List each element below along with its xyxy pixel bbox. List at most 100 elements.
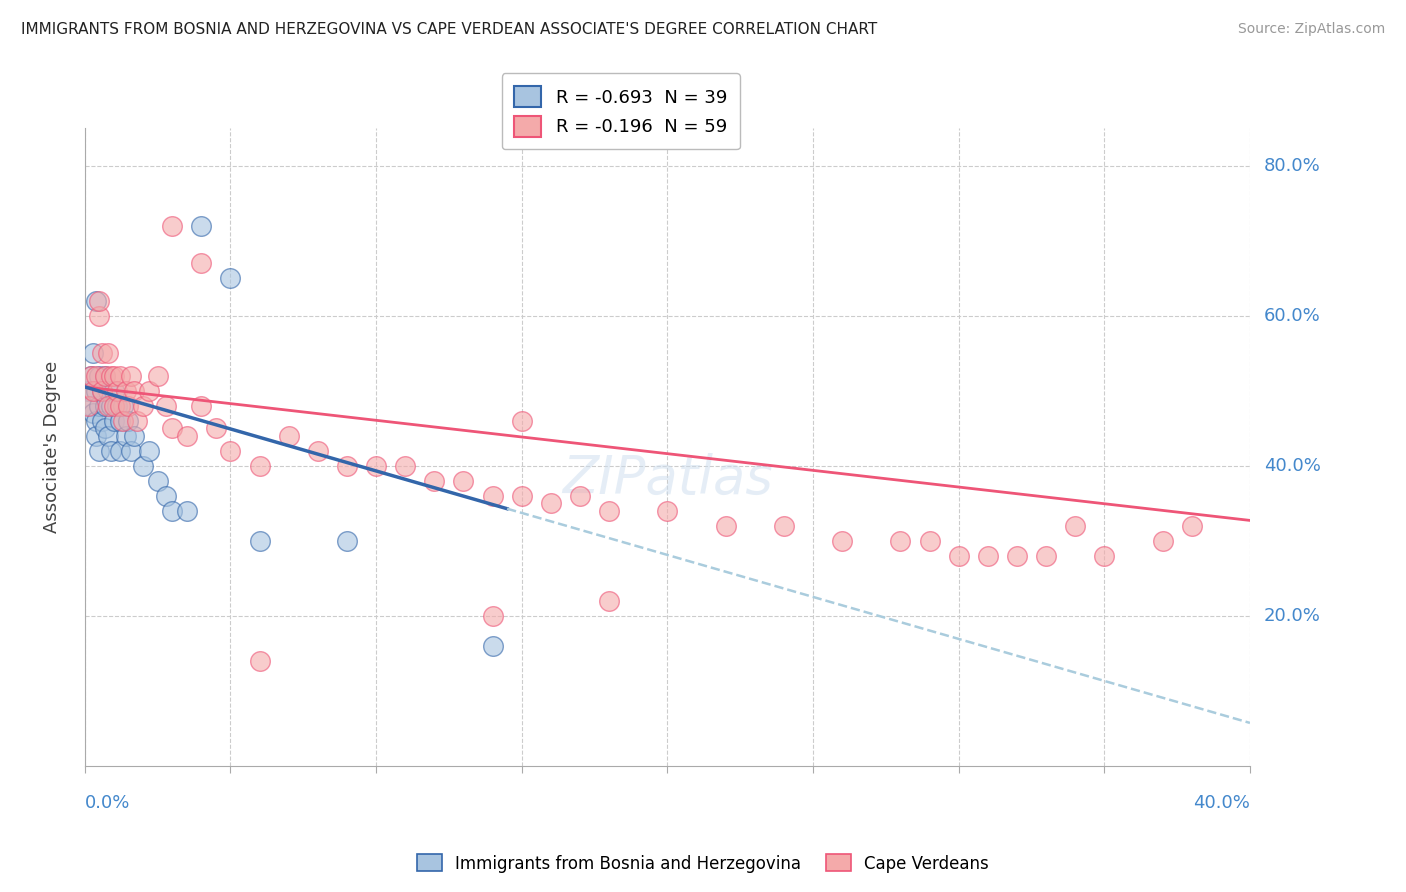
Text: 0.0%: 0.0%	[84, 795, 131, 813]
Point	[94, 421, 117, 435]
Point	[86, 368, 108, 383]
Point	[89, 293, 111, 308]
Text: 40.0%: 40.0%	[1194, 795, 1250, 813]
Point	[94, 399, 117, 413]
Point	[1035, 549, 1057, 563]
Text: IMMIGRANTS FROM BOSNIA AND HERZEGOVINA VS CAPE VERDEAN ASSOCIATE'S DEGREE CORREL: IMMIGRANTS FROM BOSNIA AND HERZEGOVINA V…	[21, 22, 877, 37]
Point	[598, 593, 620, 607]
Point	[91, 384, 114, 398]
Point	[132, 399, 155, 413]
Point	[190, 219, 212, 233]
Point	[103, 368, 125, 383]
Point	[138, 384, 160, 398]
Point	[249, 458, 271, 473]
Point	[1181, 518, 1204, 533]
Point	[146, 474, 169, 488]
Text: Source: ZipAtlas.com: Source: ZipAtlas.com	[1237, 22, 1385, 37]
Point	[336, 533, 359, 548]
Point	[117, 414, 139, 428]
Legend: Immigrants from Bosnia and Herzegovina, Cape Verdeans: Immigrants from Bosnia and Herzegovina, …	[411, 847, 995, 880]
Point	[114, 428, 136, 442]
Point	[100, 368, 122, 383]
Y-axis label: Associate's Degree: Associate's Degree	[44, 360, 60, 533]
Point	[423, 474, 446, 488]
Text: 40.0%: 40.0%	[1264, 457, 1320, 475]
Point	[97, 399, 120, 413]
Point	[249, 533, 271, 548]
Point	[138, 443, 160, 458]
Point	[79, 368, 101, 383]
Point	[146, 368, 169, 383]
Point	[91, 384, 114, 398]
Point	[160, 503, 183, 517]
Point	[89, 443, 111, 458]
Point	[1005, 549, 1028, 563]
Point	[82, 406, 104, 420]
Point	[307, 443, 329, 458]
Point	[120, 443, 142, 458]
Point	[190, 399, 212, 413]
Text: 20.0%: 20.0%	[1264, 607, 1320, 624]
Point	[510, 489, 533, 503]
Point	[76, 399, 98, 413]
Point	[1092, 549, 1115, 563]
Point	[219, 443, 242, 458]
Point	[598, 503, 620, 517]
Point	[453, 474, 475, 488]
Point	[105, 384, 128, 398]
Point	[364, 458, 387, 473]
Legend: R = -0.693  N = 39, R = -0.196  N = 59: R = -0.693 N = 39, R = -0.196 N = 59	[502, 73, 740, 150]
Point	[103, 399, 125, 413]
Point	[117, 399, 139, 413]
Text: 60.0%: 60.0%	[1264, 307, 1320, 325]
Point	[831, 533, 853, 548]
Point	[657, 503, 679, 517]
Point	[108, 368, 131, 383]
Point	[132, 458, 155, 473]
Point	[105, 399, 128, 413]
Point	[82, 346, 104, 360]
Point	[111, 399, 134, 413]
Point	[120, 368, 142, 383]
Point	[79, 399, 101, 413]
Point	[114, 384, 136, 398]
Point	[481, 489, 503, 503]
Point	[86, 414, 108, 428]
Point	[1064, 518, 1087, 533]
Point	[79, 368, 101, 383]
Point	[100, 443, 122, 458]
Point	[86, 384, 108, 398]
Point	[100, 399, 122, 413]
Point	[394, 458, 416, 473]
Point	[91, 346, 114, 360]
Point	[948, 549, 970, 563]
Point	[481, 608, 503, 623]
Point	[94, 368, 117, 383]
Point	[1152, 533, 1174, 548]
Point	[103, 414, 125, 428]
Point	[94, 368, 117, 383]
Point	[122, 428, 145, 442]
Point	[108, 443, 131, 458]
Point	[97, 428, 120, 442]
Point	[481, 639, 503, 653]
Point	[76, 384, 98, 398]
Point	[160, 421, 183, 435]
Point	[89, 399, 111, 413]
Point	[155, 489, 177, 503]
Point	[111, 414, 134, 428]
Point	[82, 384, 104, 398]
Point	[773, 518, 796, 533]
Text: ZIPatlas: ZIPatlas	[562, 453, 773, 505]
Point	[336, 458, 359, 473]
Point	[89, 309, 111, 323]
Point	[86, 428, 108, 442]
Point	[190, 256, 212, 270]
Point	[86, 293, 108, 308]
Point	[540, 496, 562, 510]
Point	[97, 346, 120, 360]
Point	[91, 414, 114, 428]
Point	[204, 421, 226, 435]
Point	[277, 428, 299, 442]
Point	[160, 219, 183, 233]
